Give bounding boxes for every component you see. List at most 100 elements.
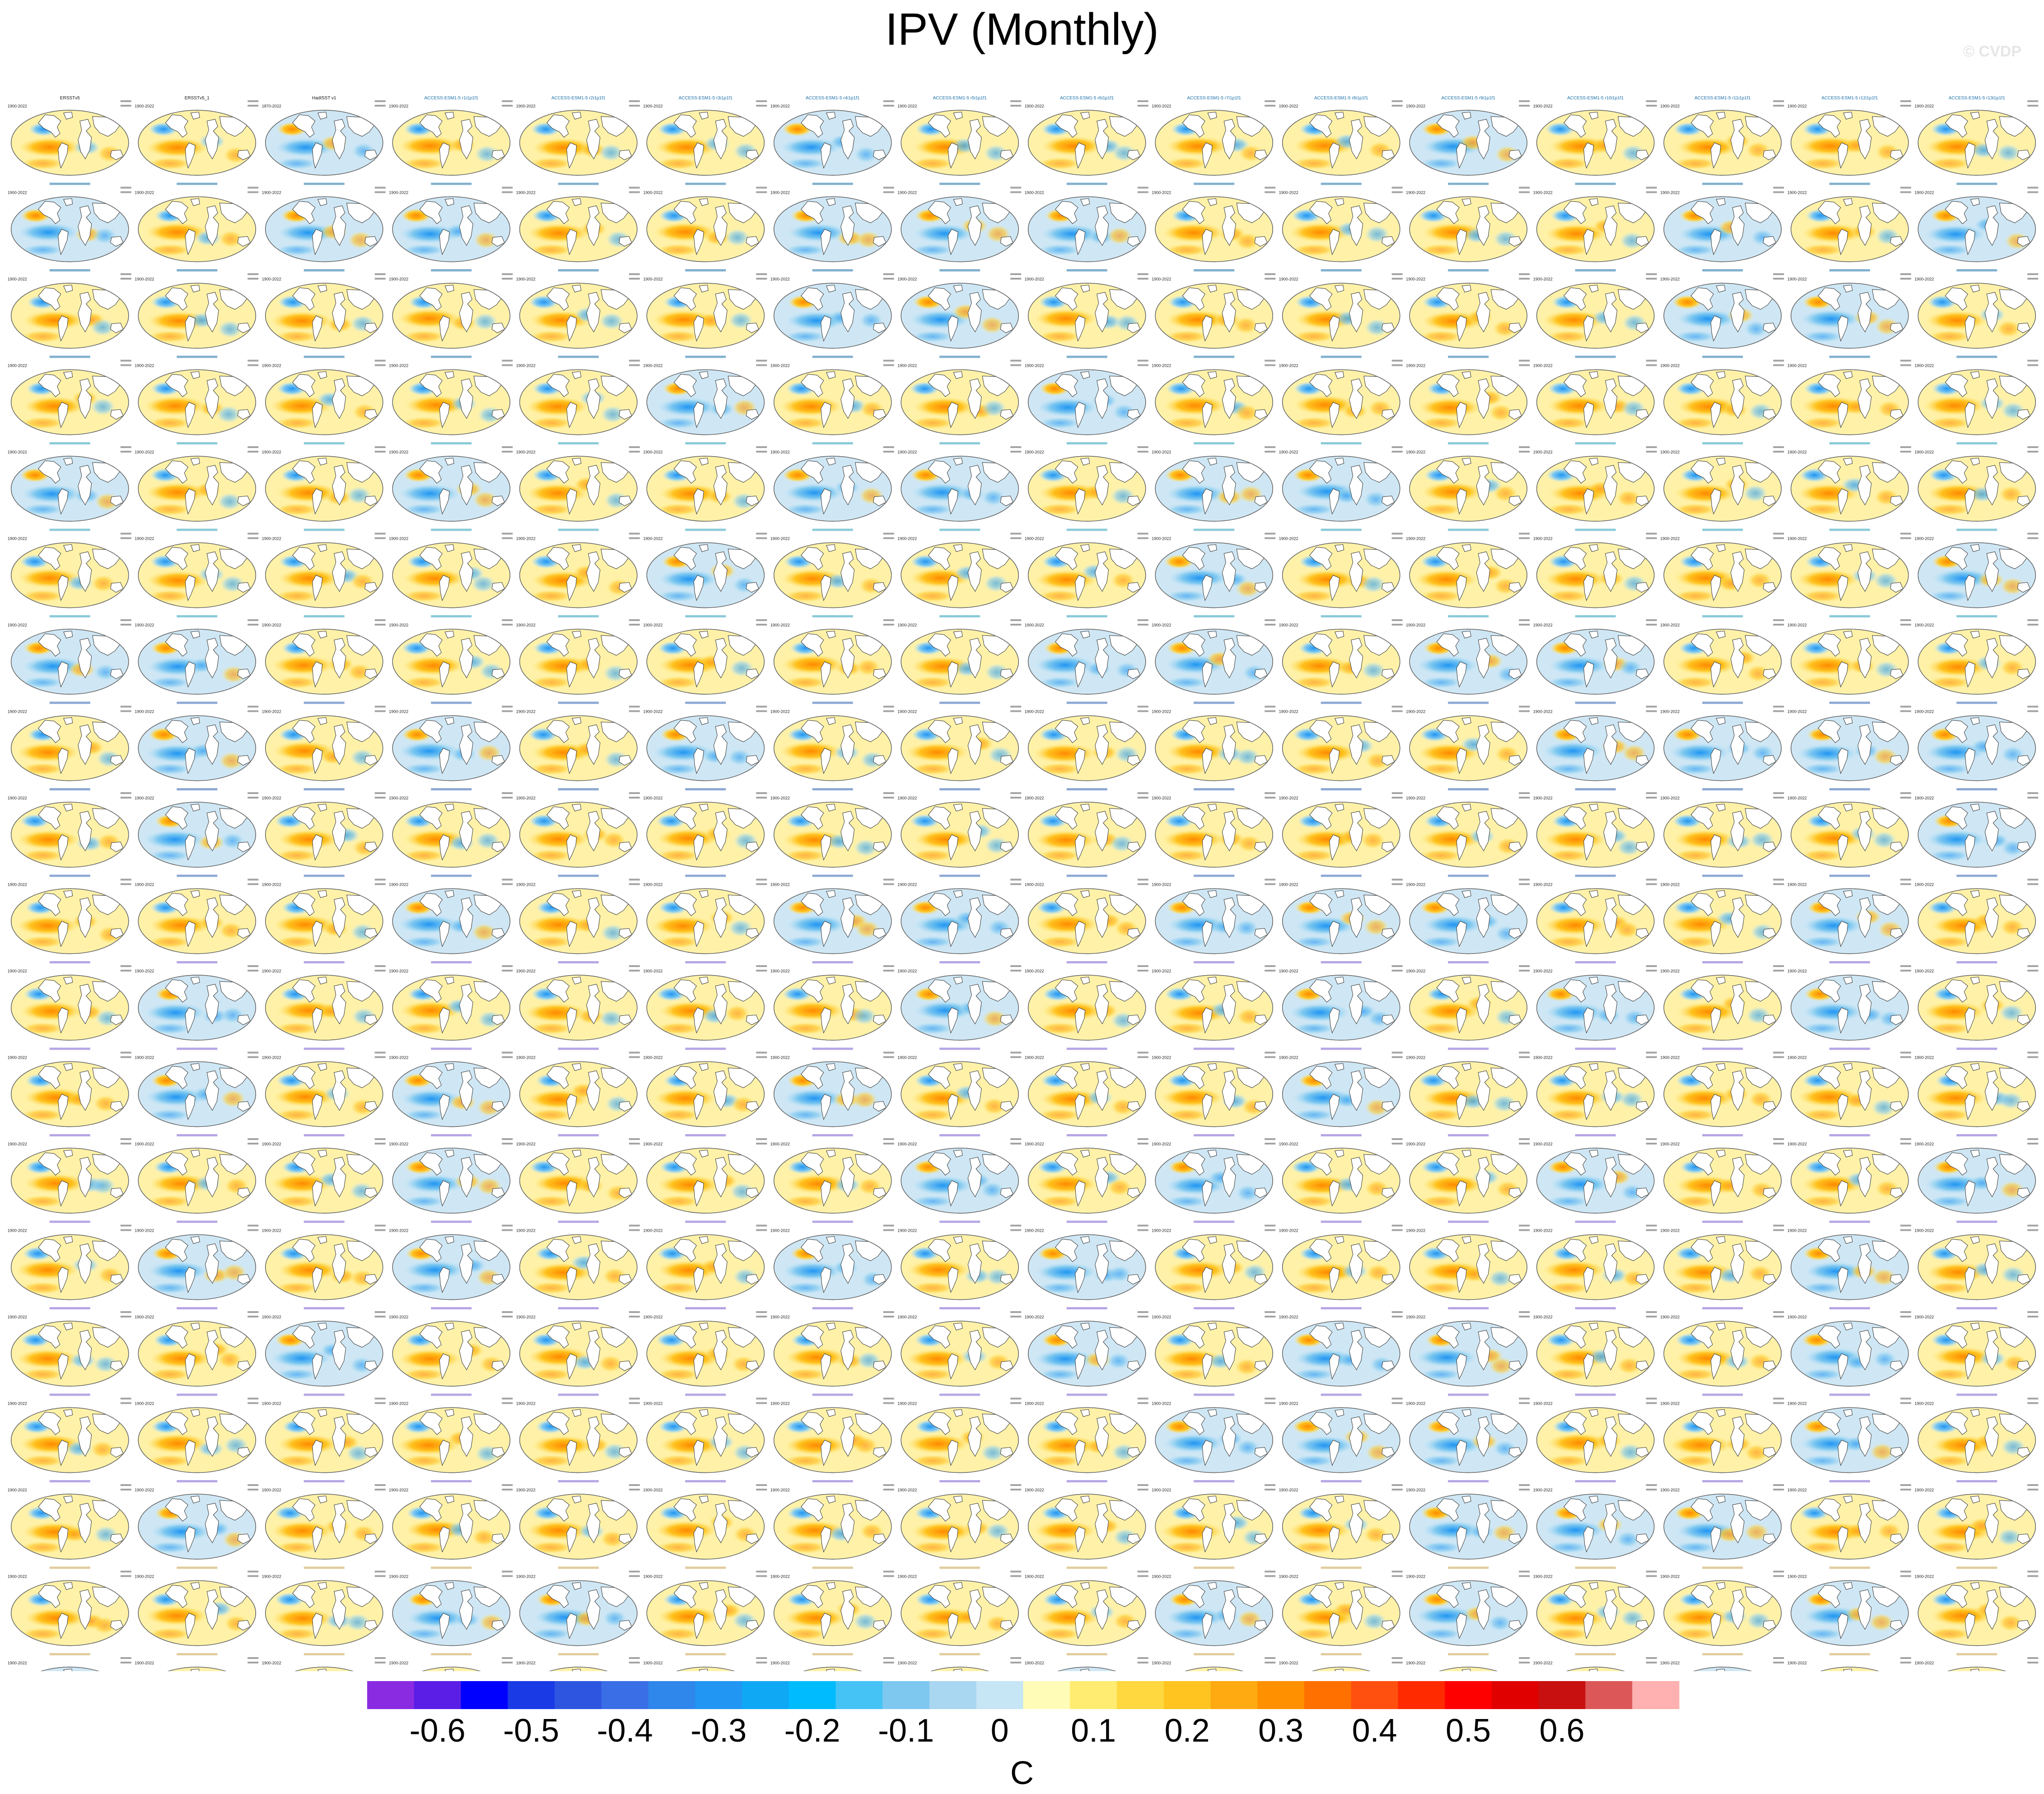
- panel-percent-mark: [883, 1311, 894, 1313]
- map-panel: 1900-2022: [262, 1566, 386, 1646]
- panel-period: 1900-2022: [1025, 1574, 1044, 1579]
- panel-percent-mark: [1646, 1051, 1657, 1054]
- panel-period: 1900-2022: [1152, 277, 1171, 281]
- panel-period: 1900-2022: [135, 1574, 154, 1579]
- panel-title-mark: [1448, 269, 1489, 271]
- panel-stat-mark: [1900, 624, 1911, 626]
- panel-title-mark: [1575, 1220, 1616, 1223]
- panel-title-mark: [177, 355, 218, 358]
- panel-percent-mark: [1900, 446, 1911, 448]
- panel-stat-mark: [883, 883, 894, 885]
- panel-percent-mark: [374, 360, 386, 362]
- map-panel: 1900-2022: [1025, 1047, 1148, 1127]
- panel-title-mark: [939, 355, 980, 358]
- panel-period: 1900-2022: [1787, 1056, 1807, 1060]
- panel-title-mark: [431, 355, 472, 358]
- panel-title-mark: [1956, 1307, 1997, 1309]
- panel-title-mark: [812, 182, 853, 185]
- colorbar-swatch: [1632, 1681, 1680, 1709]
- map-panel: 1900-2022: [1025, 442, 1148, 522]
- panel-stat-mark: [629, 1402, 640, 1404]
- panel-title-mark: [1194, 528, 1235, 531]
- panel-title-mark: [558, 874, 599, 877]
- map-panel: 1900-2022: [8, 1134, 131, 1214]
- map-panel: 1900-2022: [135, 269, 259, 349]
- panel-stat-mark: [1773, 1316, 1784, 1317]
- panel-stat-mark: [247, 364, 259, 366]
- map-panel: 1900-2022: [1787, 528, 1911, 608]
- panel-stat-mark: [1391, 710, 1403, 712]
- panel-percent-mark: [1137, 273, 1148, 275]
- panel-percent-mark: [1265, 792, 1276, 794]
- panel-percent-mark: [374, 1397, 386, 1400]
- panel-stat-mark: [247, 191, 259, 193]
- panel-period: 1900-2022: [1152, 796, 1171, 800]
- panel-title-mark: [939, 442, 980, 444]
- panel-title-mark: [1321, 1653, 1362, 1655]
- colorbar: -0.6 -0.5 -0.4 -0.3 -0.2 -0.1 0 0.1 0.2 0.3 0.4 0.5…: [367, 1681, 1680, 1791]
- panel-stat-mark: [1265, 1056, 1276, 1058]
- panel-period: 1900-2022: [643, 796, 663, 800]
- panel-title-mark: [49, 528, 90, 531]
- panel-percent-mark: [756, 619, 767, 621]
- panel-title-mark: [1194, 355, 1235, 358]
- panel-percent-mark: [2027, 360, 2039, 362]
- panel-percent-mark: [756, 1138, 767, 1140]
- map-panel: 1900-2022: [1152, 1566, 1276, 1646]
- panel-title-mark: [1702, 1047, 1743, 1050]
- map-panel: 1900-2022: [135, 1134, 259, 1214]
- panel-title-mark: [177, 1134, 218, 1136]
- panel-title-mark: [1702, 528, 1743, 531]
- panel-period: 1900-2022: [1787, 1229, 1807, 1233]
- panel-stat-mark: [1137, 105, 1148, 107]
- panel-period: 1900-2022: [262, 1229, 281, 1233]
- colorbar-tick-label: 0: [991, 1713, 1009, 1749]
- panel-percent-mark: [756, 100, 767, 102]
- panel-period: 1900-2022: [1914, 450, 1934, 454]
- panel-percent-mark: [883, 792, 894, 794]
- map-panel: 1900-2022: [643, 874, 767, 954]
- panel-period: 1900-2022: [516, 277, 536, 281]
- panel-period: 1900-2022: [389, 969, 408, 973]
- panel-stat-mark: [247, 1575, 259, 1577]
- panel-stat-mark: [629, 537, 640, 539]
- colorbar-swatch: [882, 1681, 930, 1709]
- panel-title: ACCESS-ESM1-5 r9i1p1f1: [1442, 96, 1496, 101]
- panel-stat-mark: [1265, 537, 1276, 539]
- panel-stat-mark: [1646, 624, 1657, 626]
- panel-percent-mark: [1010, 273, 1022, 275]
- map-panel: 1900-2022: [135, 701, 259, 781]
- panel-stat-mark: [502, 1662, 513, 1663]
- panel-percent-mark: [1519, 1657, 1530, 1659]
- map-panel: 1900-2022: [1152, 355, 1276, 435]
- panel-title-mark: [431, 701, 472, 704]
- map-panel: 1900-2022: [1660, 961, 1784, 1041]
- panel-period: 1900-2022: [8, 796, 27, 800]
- panel-title-mark: [49, 355, 90, 358]
- panel-period: 1900-2022: [1406, 1661, 1425, 1665]
- panel-period: 1900-2022: [1914, 1142, 1934, 1146]
- panel-percent-mark: [1010, 965, 1022, 967]
- panel-stat-mark: [1137, 1056, 1148, 1058]
- panel-percent-mark: [1646, 100, 1657, 102]
- map-panel: 1900-2022: [1787, 1047, 1911, 1127]
- panel-title-mark: [431, 788, 472, 790]
- map-panel: 1900-2022: [1914, 528, 2039, 608]
- panel-stat-mark: [629, 1056, 640, 1058]
- panel-period: 1900-2022: [262, 1142, 281, 1146]
- panel-percent-mark: [1773, 878, 1784, 881]
- panel-percent-mark: [120, 1570, 131, 1573]
- panel-period: 1900-2022: [643, 277, 663, 281]
- panel-period: 1900-2022: [1660, 1229, 1680, 1233]
- panel-title-mark: [685, 1393, 726, 1396]
- colorbar-swatch: [1117, 1681, 1164, 1709]
- panel-stat-mark: [756, 537, 767, 539]
- panel-percent-mark: [756, 446, 767, 448]
- panel-stat-mark: [756, 451, 767, 453]
- panel-period: 1900-2022: [8, 1056, 27, 1060]
- panel-period: 1900-2022: [1787, 191, 1807, 195]
- panel-percent-mark: [1646, 965, 1657, 967]
- panel-stat-mark: [1010, 797, 1022, 799]
- panel-period: 1900-2022: [1279, 883, 1298, 887]
